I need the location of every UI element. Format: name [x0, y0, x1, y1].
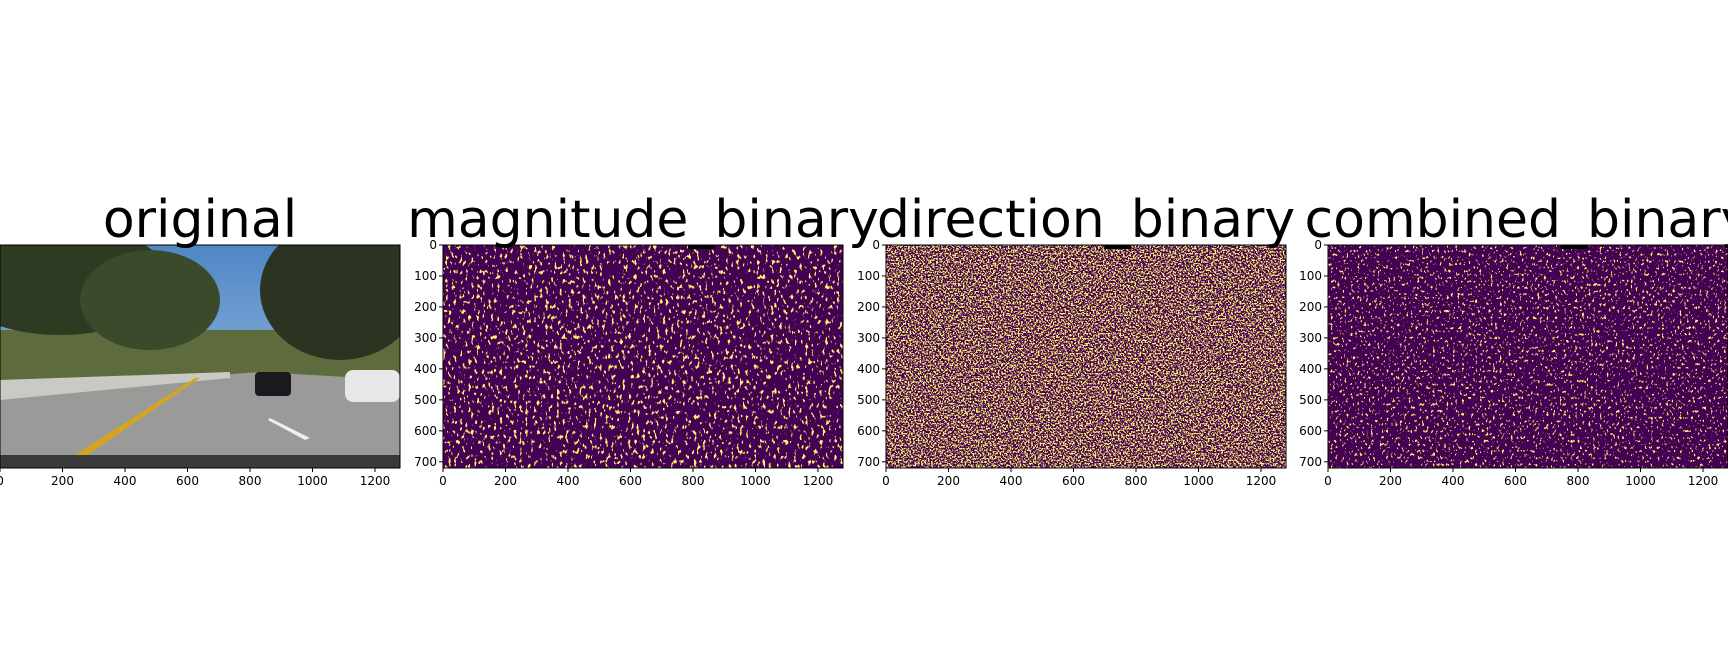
x-tick-label: 0	[439, 474, 447, 488]
binary-pixels	[886, 245, 1286, 468]
y-tick-label: 700	[1299, 455, 1322, 469]
y-tick-label: 400	[857, 362, 880, 376]
y-tick-label: 500	[1299, 393, 1322, 407]
x-tick-label: 800	[1125, 474, 1148, 488]
x-tick-label: 1000	[1625, 474, 1656, 488]
x-tick-label: 200	[1379, 474, 1402, 488]
y-tick-label: 100	[1299, 269, 1322, 283]
y-tick-label: 400	[1299, 362, 1322, 376]
panel-title: magnitude_binary	[407, 190, 879, 250]
x-tick-label: 600	[1062, 474, 1085, 488]
axes-frame	[885, 244, 1287, 469]
x-tick-label: 1200	[803, 474, 834, 488]
photo	[0, 245, 400, 468]
binary-pixels	[1328, 245, 1728, 468]
x-tick-label: 0	[0, 474, 4, 488]
x-tick-label: 800	[682, 474, 705, 488]
x-tick-label: 1000	[1183, 474, 1214, 488]
x-tick-label: 400	[1000, 474, 1023, 488]
x-tick-label: 600	[176, 474, 199, 488]
y-tick-label: 500	[857, 393, 880, 407]
axes-frame	[1327, 244, 1728, 469]
x-tick-label: 1000	[297, 474, 328, 488]
y-tick-label: 600	[1299, 424, 1322, 438]
y-tick-label: 700	[414, 455, 437, 469]
y-tick-label: 100	[414, 269, 437, 283]
y-tick-label: 300	[414, 331, 437, 345]
binary-pixels	[443, 245, 843, 468]
x-tick-label: 800	[1567, 474, 1590, 488]
panel-title: combined_binary	[1305, 190, 1728, 250]
x-tick-label: 200	[51, 474, 74, 488]
axes-frame	[442, 244, 844, 469]
y-tick-label: 300	[1299, 331, 1322, 345]
y-tick-label: 0	[872, 238, 880, 252]
x-tick-label: 1200	[1246, 474, 1277, 488]
x-tick-label: 400	[1442, 474, 1465, 488]
x-tick-label: 200	[494, 474, 517, 488]
y-tick-label: 200	[414, 300, 437, 314]
panel-title: original	[103, 190, 297, 250]
axes-frame	[0, 244, 401, 469]
y-tick-label: 0	[429, 238, 437, 252]
y-tick-label: 700	[857, 455, 880, 469]
x-tick-label: 0	[1324, 474, 1332, 488]
x-tick-label: 1200	[360, 474, 391, 488]
y-tick-label: 400	[414, 362, 437, 376]
y-tick-label: 200	[857, 300, 880, 314]
y-tick-label: 300	[857, 331, 880, 345]
x-tick-label: 600	[619, 474, 642, 488]
y-tick-label: 600	[857, 424, 880, 438]
y-tick-label: 200	[1299, 300, 1322, 314]
y-tick-label: 600	[414, 424, 437, 438]
y-tick-label: 500	[414, 393, 437, 407]
y-tick-label: 0	[1314, 238, 1322, 252]
x-tick-label: 0	[882, 474, 890, 488]
x-tick-label: 400	[114, 474, 137, 488]
x-tick-label: 200	[937, 474, 960, 488]
x-tick-label: 1200	[1688, 474, 1719, 488]
y-tick-label: 100	[857, 269, 880, 283]
x-tick-label: 400	[557, 474, 580, 488]
panel-title: direction_binary	[877, 190, 1295, 250]
x-tick-label: 1000	[740, 474, 771, 488]
x-tick-label: 600	[1504, 474, 1527, 488]
x-tick-label: 800	[239, 474, 262, 488]
